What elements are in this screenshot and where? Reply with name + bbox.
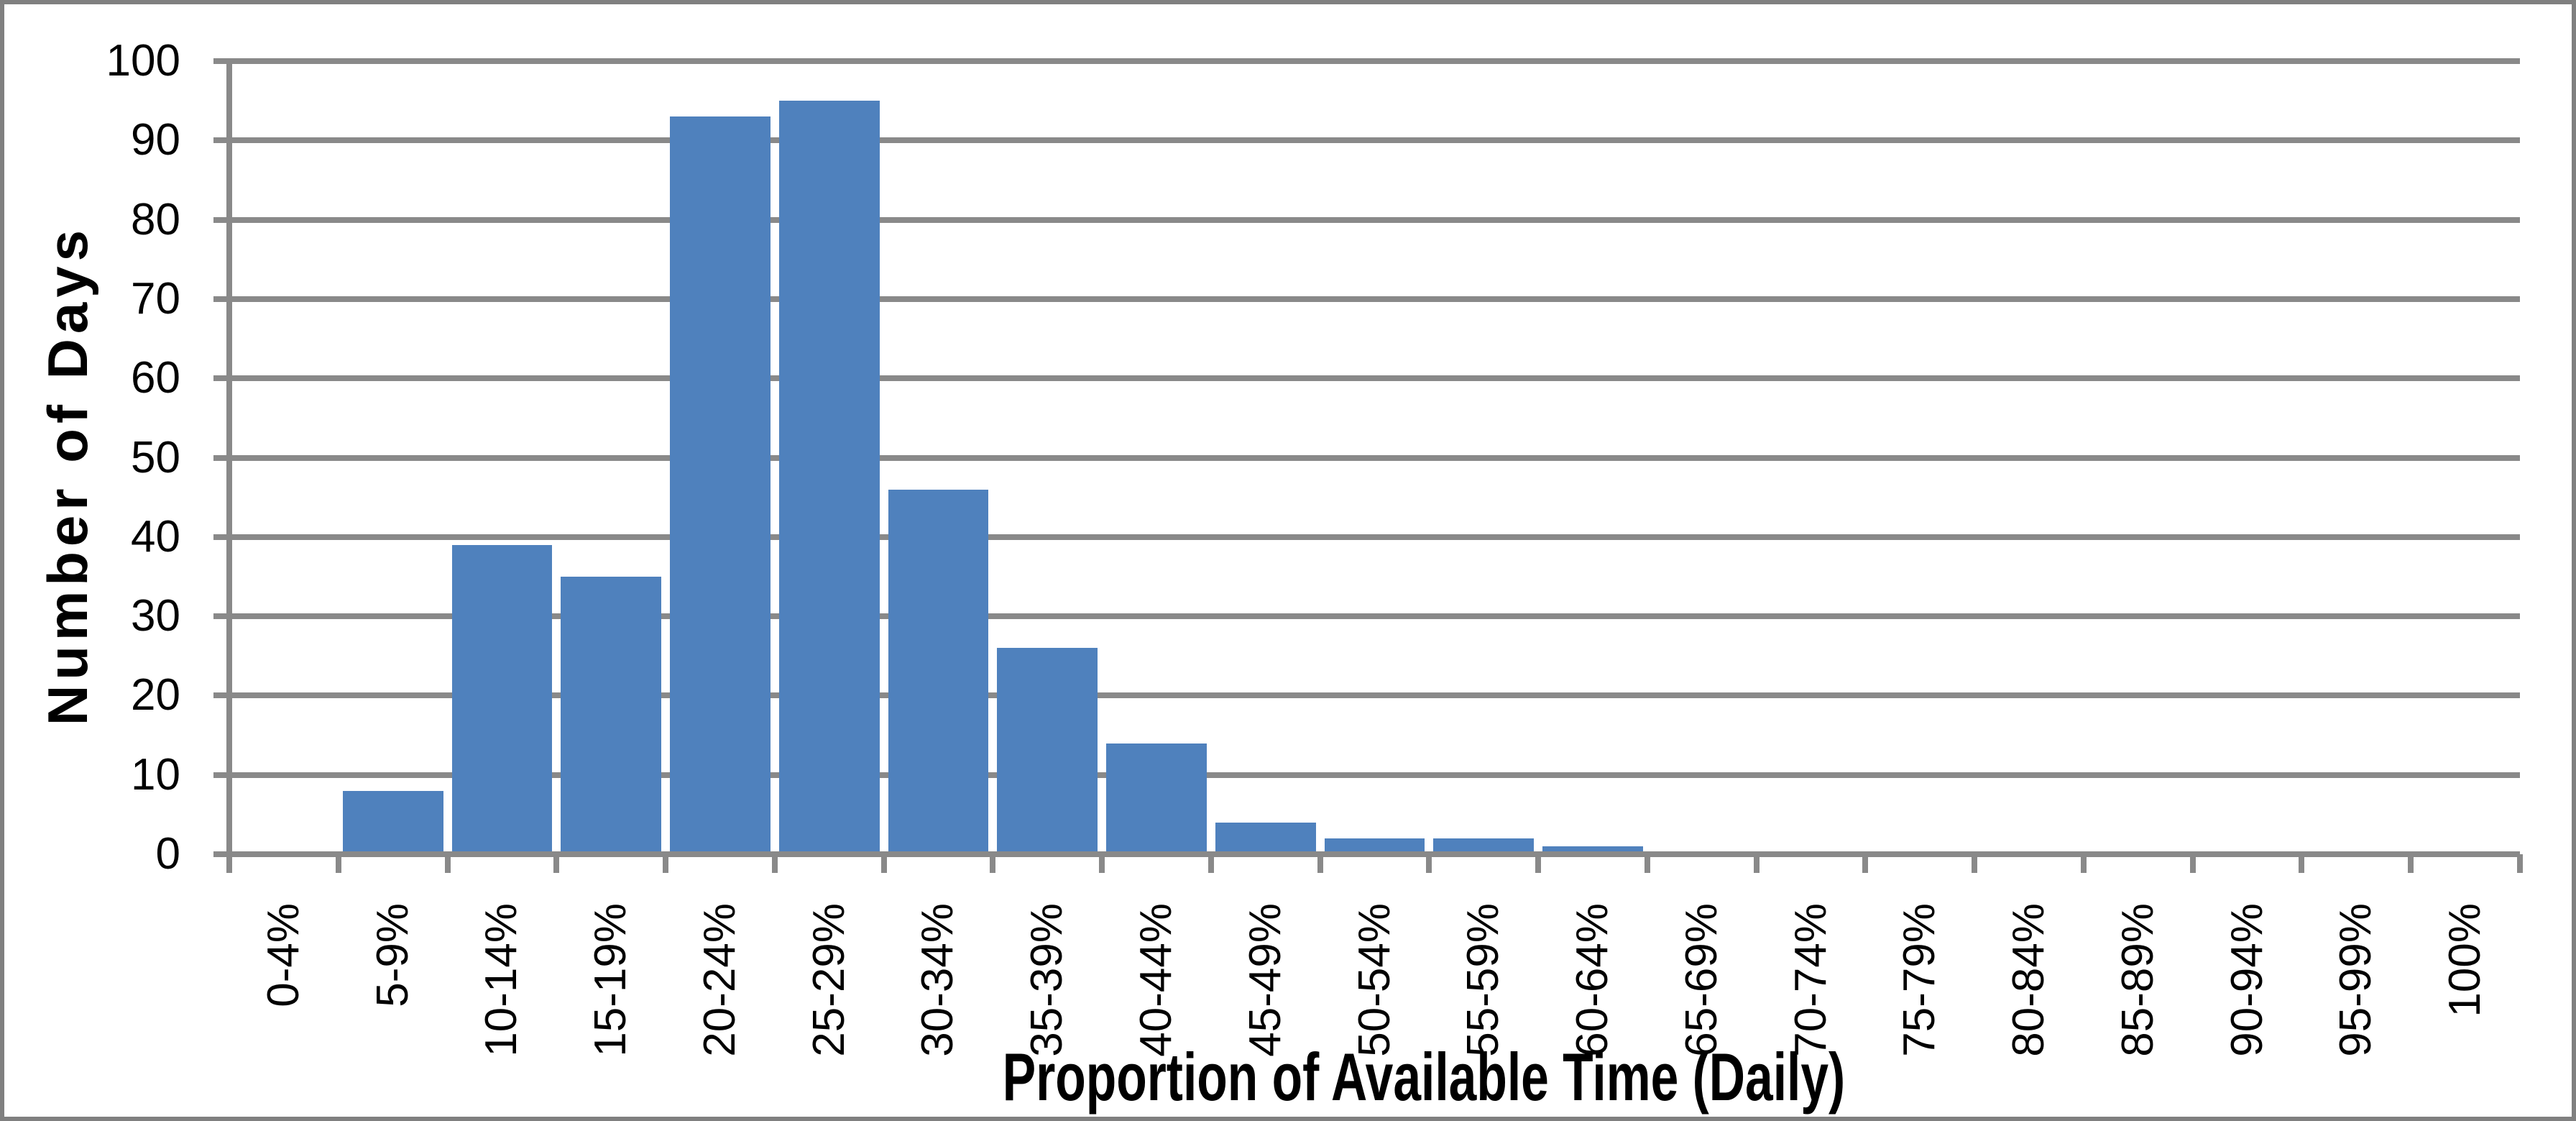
x-axis-tick [771, 854, 778, 873]
x-axis-tick [663, 854, 669, 873]
y-tick-label: 90 [131, 115, 180, 165]
x-axis-tick [2517, 854, 2523, 873]
bar-60-64% [1542, 846, 1643, 851]
x-tick-label: 10-14% [477, 903, 527, 1057]
x-axis-tick [1099, 854, 1105, 873]
x-tick-label: 75-79% [1895, 903, 1945, 1057]
bar-55-59% [1433, 838, 1535, 851]
gridline [213, 534, 2520, 540]
x-tick-label: 85-89% [2112, 903, 2163, 1057]
x-axis-tick [553, 854, 560, 873]
x-tick-label: 65-69% [1676, 903, 1726, 1057]
y-tick-label: 40 [131, 511, 180, 562]
bar-20-24% [670, 116, 770, 851]
x-axis-tick [880, 854, 887, 873]
x-tick-label: 35-39% [1022, 903, 1072, 1057]
x-tick-label: 20-24% [694, 903, 745, 1057]
x-axis-tick [1317, 854, 1323, 873]
x-tick-label: 60-64% [1568, 903, 1618, 1057]
x-axis-tick [2299, 854, 2305, 873]
x-axis-tick [1208, 854, 1214, 873]
bar-35-39% [997, 648, 1098, 851]
gridline [213, 296, 2520, 302]
x-axis-tick [335, 854, 341, 873]
gridline [213, 454, 2520, 461]
x-axis-tick [1535, 854, 1542, 873]
x-tick-label: 25-29% [804, 903, 854, 1057]
x-axis-tick [990, 854, 996, 873]
bar-5-9% [342, 790, 443, 851]
x-axis-tick [2189, 854, 2196, 873]
gridline [213, 772, 2520, 778]
bar-50-54% [1324, 838, 1425, 851]
x-axis-tick [1862, 854, 1869, 873]
x-axis-tick [1753, 854, 1760, 873]
x-tick-label: 0-4% [258, 903, 308, 1007]
x-axis-tick [1644, 854, 1650, 873]
y-tick-label: 100 [106, 36, 180, 86]
bar-45-49% [1215, 822, 1316, 851]
y-tick-label: 80 [131, 194, 180, 244]
x-tick-label: 80-84% [2004, 903, 2054, 1057]
x-tick-label: 55-59% [1458, 903, 1509, 1057]
y-tick-label: 70 [131, 273, 180, 324]
x-axis-tick [2080, 854, 2087, 873]
gridline [213, 58, 2520, 64]
x-axis-tick [2408, 854, 2414, 873]
x-tick-label: 90-94% [2222, 903, 2272, 1057]
x-tick-label: 100% [2440, 903, 2490, 1017]
x-axis-tick [1426, 854, 1432, 873]
y-tick-label: 60 [131, 353, 180, 403]
y-tick-label: 50 [131, 432, 180, 482]
x-tick-label: 70-74% [1785, 903, 1836, 1057]
x-tick-label: 50-54% [1349, 903, 1399, 1057]
gridline [213, 137, 2520, 144]
x-axis-title: Proportion of Available Time (Daily) [1002, 1039, 1846, 1115]
gridline [213, 613, 2520, 620]
gridline [213, 851, 2520, 857]
y-tick-label: 10 [131, 749, 180, 800]
gridline [213, 375, 2520, 382]
y-axis-line [226, 58, 232, 873]
x-tick-label: 40-44% [1131, 903, 1181, 1057]
x-tick-label: 30-34% [913, 903, 963, 1057]
y-tick-label: 0 [155, 829, 180, 879]
y-tick-label: 20 [131, 670, 180, 720]
x-tick-label: 5-9% [367, 903, 418, 1007]
x-axis-tick [226, 854, 232, 873]
bar-25-29% [778, 101, 880, 851]
bar-10-14% [451, 544, 553, 851]
x-tick-label: 15-19% [586, 903, 636, 1057]
bar-30-34% [888, 489, 989, 851]
y-tick-label: 30 [131, 591, 180, 641]
x-axis-tick [1972, 854, 1978, 873]
x-axis-tick [444, 854, 451, 873]
x-tick-label: 95-99% [2331, 903, 2381, 1057]
bar-15-19% [561, 576, 662, 851]
bar-40-44% [1106, 743, 1207, 851]
gridline [213, 692, 2520, 699]
gridline [213, 216, 2520, 223]
x-tick-label: 45-49% [1240, 903, 1290, 1057]
